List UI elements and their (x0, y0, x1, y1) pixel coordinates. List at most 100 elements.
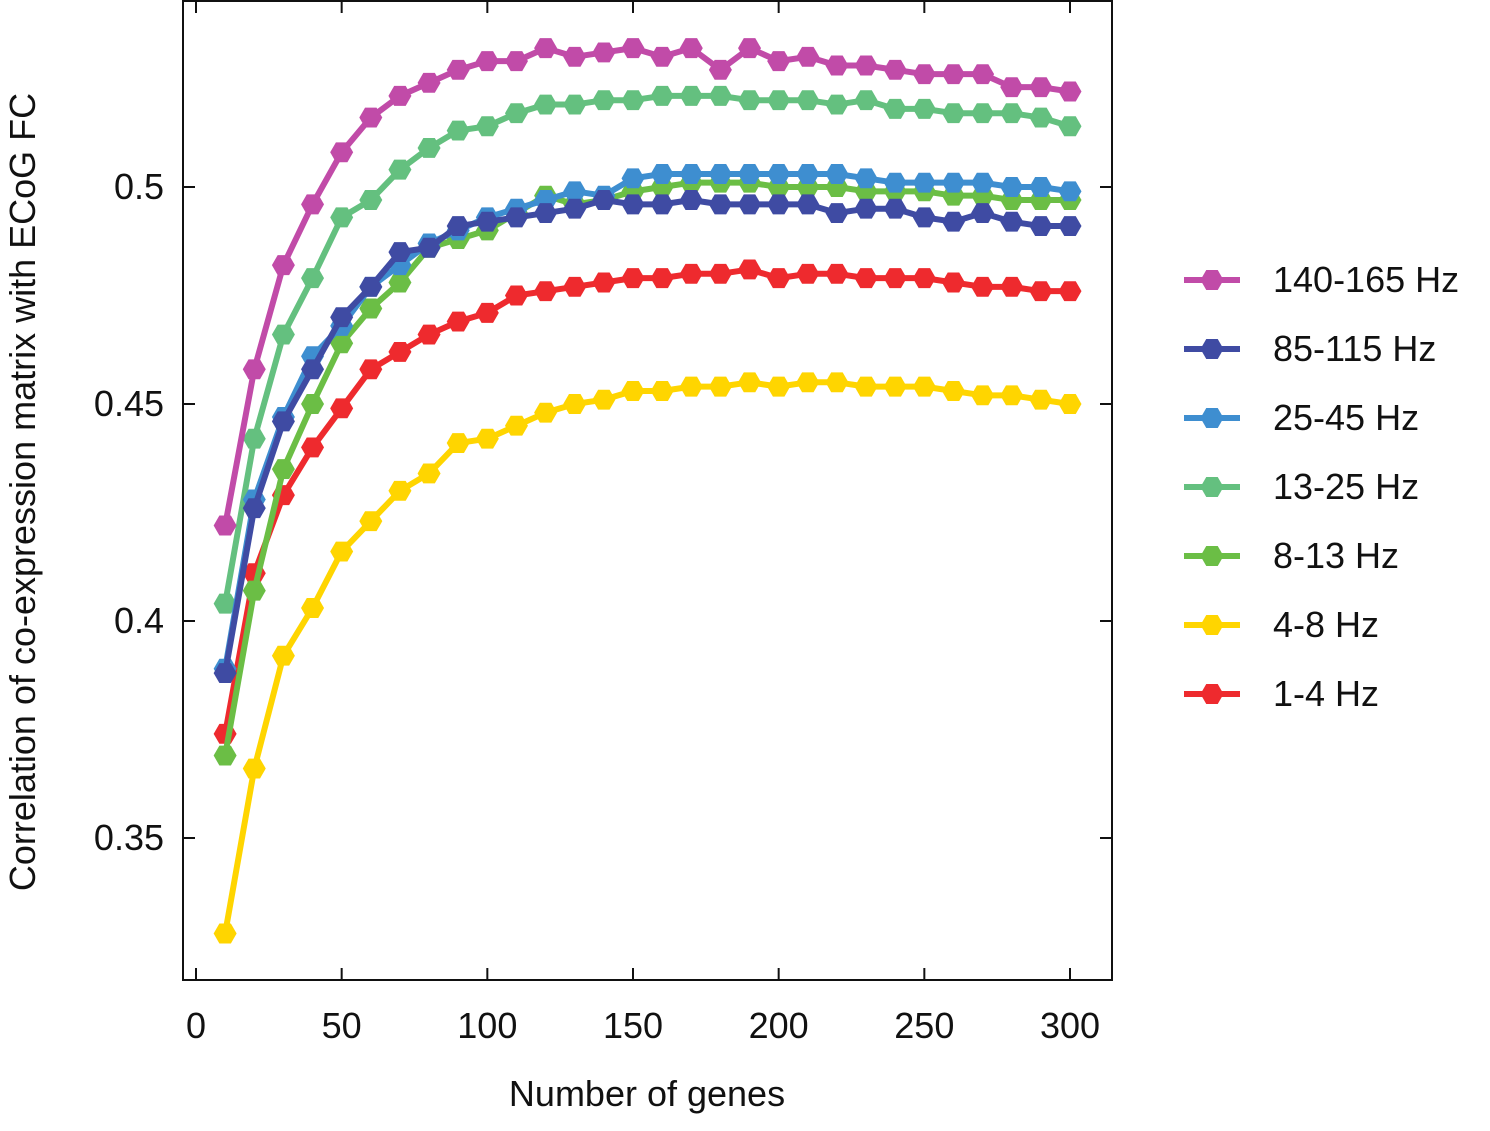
data-point (912, 64, 936, 85)
legend-swatch-marker (1200, 615, 1224, 635)
data-point (301, 598, 325, 618)
data-point (883, 376, 907, 397)
data-point (708, 263, 732, 284)
y-tick-label: 0.45 (94, 383, 164, 424)
data-point (941, 381, 965, 401)
data-point (271, 411, 295, 432)
data-point (708, 59, 732, 80)
data-point (941, 64, 965, 85)
legend-item: 8-13 Hz (1184, 535, 1399, 576)
data-point (767, 164, 791, 184)
data-point (592, 42, 616, 63)
data-point (796, 164, 820, 184)
legend-item: 1-4 Hz (1184, 673, 1379, 714)
data-point (1058, 181, 1082, 202)
series-group (213, 38, 1082, 944)
series-25-45-hz (213, 164, 1082, 679)
data-point (301, 268, 325, 289)
data-point (796, 46, 820, 67)
legend-swatch-marker (1200, 684, 1224, 704)
data-point (767, 51, 791, 72)
data-point (767, 376, 791, 397)
x-tick-label: 50 (322, 1005, 362, 1046)
data-point (359, 190, 383, 210)
data-point (475, 211, 499, 232)
data-point (883, 172, 907, 193)
legend-label: 13-25 Hz (1273, 466, 1419, 507)
data-point (1029, 216, 1053, 237)
axis-ticks: 0 50 100 150 200 250 300 0.35 0.4 0.45 0.5 (94, 1, 1112, 1046)
data-point (883, 268, 907, 289)
data-point (971, 172, 995, 193)
data-point (213, 593, 237, 614)
series-line (222, 170, 1073, 672)
data-point (446, 216, 470, 237)
legend-label: 4-8 Hz (1273, 604, 1379, 645)
series-85-115-hz (213, 190, 1082, 684)
data-point (738, 372, 762, 393)
data-point (825, 372, 849, 393)
data-point (330, 333, 354, 354)
data-point (825, 55, 849, 76)
data-point (650, 164, 674, 184)
data-point (825, 203, 849, 223)
series-line (222, 45, 1073, 529)
data-point (330, 207, 354, 228)
data-point (1029, 107, 1053, 128)
data-point (883, 198, 907, 219)
data-point (592, 190, 616, 210)
data-point (854, 268, 878, 289)
data-point (650, 46, 674, 67)
data-point (708, 164, 732, 184)
legend: 140-165 Hz 85-115 Hz 25-45 Hz 13-25 Hz 8-13 … (1184, 259, 1459, 714)
data-point (1000, 77, 1024, 98)
data-point (271, 255, 295, 276)
plot-frame (182, 0, 1113, 981)
data-point (1029, 389, 1053, 410)
legend-item: 140-165 Hz (1184, 259, 1459, 300)
data-point (388, 159, 412, 180)
data-point (359, 107, 383, 128)
data-point (679, 85, 703, 106)
y-tick-label: 0.4 (114, 600, 164, 641)
data-point (271, 645, 295, 666)
data-point (679, 376, 703, 397)
series-line (222, 92, 1073, 607)
data-point (359, 276, 383, 297)
y-tick-label: 0.35 (94, 817, 164, 858)
data-point (213, 745, 237, 766)
y-tick-label: 0.5 (114, 166, 164, 207)
data-point (271, 459, 295, 480)
data-point (417, 324, 441, 345)
data-point (1058, 81, 1082, 102)
data-point (650, 381, 674, 401)
data-point (504, 51, 528, 72)
data-point (708, 194, 732, 215)
data-point (213, 515, 237, 536)
legend-swatch-marker (1200, 477, 1224, 497)
data-point (301, 359, 325, 380)
x-tick-label: 250 (894, 1005, 954, 1046)
data-point (417, 463, 441, 484)
data-point (330, 541, 354, 562)
legend-item: 13-25 Hz (1184, 466, 1419, 507)
x-tick-label: 100 (457, 1005, 517, 1046)
data-point (738, 164, 762, 184)
data-point (1000, 211, 1024, 232)
data-point (388, 480, 412, 501)
data-point (446, 311, 470, 332)
data-point (854, 376, 878, 397)
data-point (912, 98, 936, 119)
data-point (796, 372, 820, 393)
legend-label: 140-165 Hz (1273, 259, 1459, 300)
data-point (679, 263, 703, 284)
data-point (592, 90, 616, 111)
data-point (446, 433, 470, 454)
x-tick-label: 200 (749, 1005, 809, 1046)
data-point (242, 758, 266, 779)
data-point (912, 376, 936, 397)
data-point (242, 428, 266, 449)
data-point (679, 38, 703, 59)
data-point (796, 90, 820, 111)
